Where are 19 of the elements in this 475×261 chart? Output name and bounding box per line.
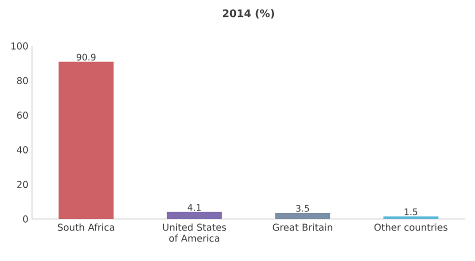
bar <box>383 216 438 219</box>
x-tick-label: United States of America <box>163 224 226 242</box>
bar <box>58 62 114 219</box>
y-tick-label: 0 <box>23 215 28 223</box>
y-tick-label: 40 <box>16 146 28 154</box>
x-tick-label: Great Britain <box>272 224 332 231</box>
data-label: 3.5 <box>296 204 309 212</box>
y-tick-label: 80 <box>17 77 28 84</box>
bar <box>275 212 330 219</box>
data-label: 1.5 <box>404 208 418 216</box>
y-tick-label: 20 <box>17 180 28 188</box>
y-tick-label: 100 <box>11 42 28 50</box>
x-tick-label: South Africa <box>58 224 114 231</box>
bar <box>166 212 222 219</box>
chart-title: 2014 (%) <box>222 9 274 18</box>
y-tick-label: 60 <box>17 112 28 119</box>
data-label: 4.1 <box>188 204 201 211</box>
x-tick-label: Other countries <box>374 224 448 231</box>
data-label: 90.9 <box>76 54 96 61</box>
